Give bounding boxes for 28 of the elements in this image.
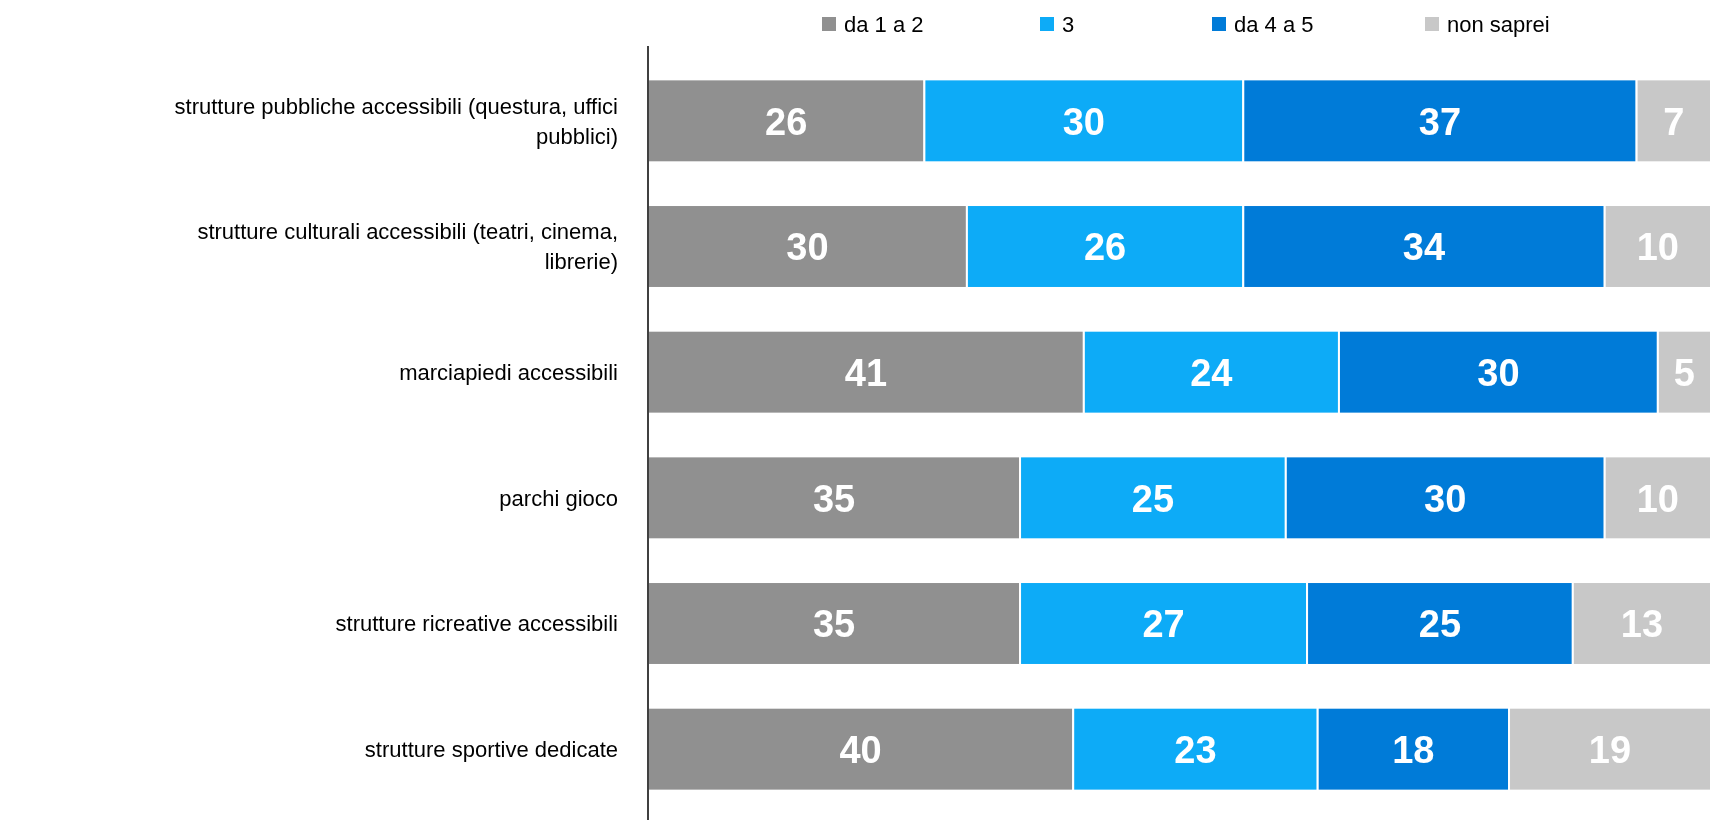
data-label: 25	[1418, 603, 1462, 646]
y-tick-label: strutture sportive dedicate	[364, 737, 618, 763]
data-label: 35	[812, 603, 856, 646]
data-label: 27	[1142, 603, 1185, 646]
y-tick-label: parchi gioco	[499, 485, 618, 511]
data-label: 37	[1418, 100, 1462, 143]
data-label: 34	[1402, 226, 1446, 269]
data-label: 30	[1424, 477, 1467, 520]
data-label: 26	[1083, 226, 1127, 269]
y-tick-label: strutture ricreative accessibili	[335, 611, 618, 637]
data-label: 30	[1062, 100, 1105, 143]
data-label: 23	[1174, 728, 1217, 771]
data-label: 26	[765, 100, 808, 143]
data-label: 41	[844, 351, 888, 394]
y-tick-label: marciapiedi accessibili	[399, 360, 618, 386]
legend-label: non saprei	[1447, 11, 1550, 37]
data-label: 24	[1190, 351, 1233, 394]
data-label: 35	[812, 477, 856, 520]
data-label: 30	[1477, 351, 1520, 394]
legend-label: da 4 a 5	[1234, 11, 1314, 37]
y-tick-label: strutture pubbliche accessibili (questura, uffici pubblici)	[174, 93, 618, 149]
legend-label: da 1 a 2	[844, 11, 924, 37]
data-label: 25	[1131, 477, 1175, 520]
y-tick-label: strutture culturali accessibili (teatri, cinema, librerie)	[197, 219, 618, 275]
legend-label: 3	[1062, 11, 1075, 37]
data-label: 30	[786, 226, 829, 269]
data-label: 40	[839, 728, 882, 771]
data-label: 18	[1392, 728, 1435, 771]
